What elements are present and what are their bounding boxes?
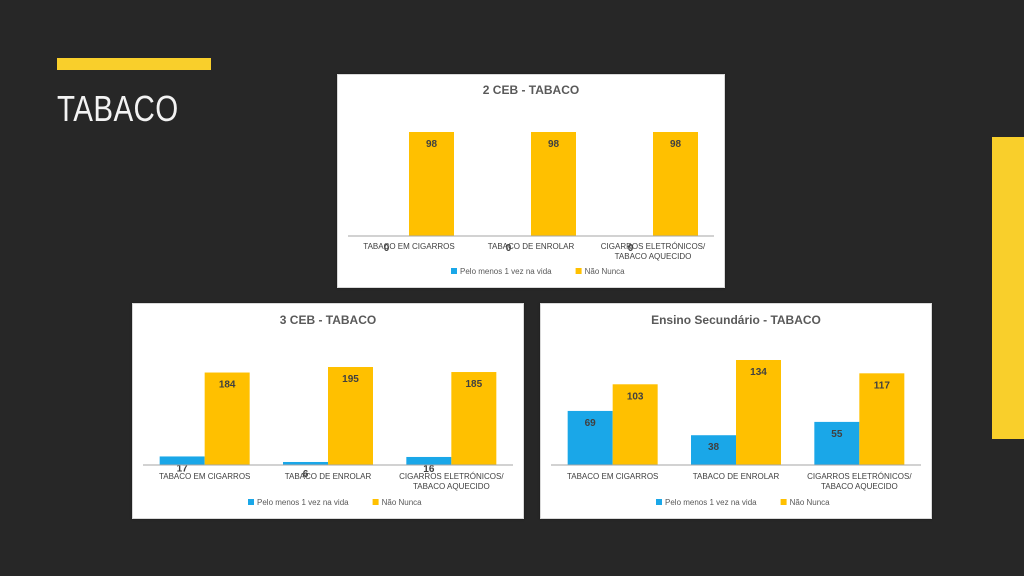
category-label: TABACO EM CIGARROS bbox=[567, 472, 658, 481]
data-label: 117 bbox=[874, 380, 891, 391]
data-label: 0 bbox=[384, 243, 390, 254]
category-label: CIGARROS ELETRÓNICOS/ bbox=[807, 472, 912, 481]
chart-2ceb-tabaco: 2 CEB - TABACO 0 98 TABACO EM CIGARROS 0 98 TA… bbox=[337, 74, 725, 288]
chart-secundario-tabaco: Ensino Secundário - TABACO 69 103 TABACO EM… bbox=[540, 303, 932, 519]
data-label: 98 bbox=[548, 139, 560, 150]
chart-svg: 3 CEB - TABACO 17 184 TABACO EM CIGARROS 6 19… bbox=[143, 313, 513, 507]
bar-nao-nunca bbox=[653, 132, 698, 236]
category-label: TABACO EM CIGARROS bbox=[363, 242, 454, 251]
chart-svg: Ensino Secundário - TABACO 69 103 TABACO EM… bbox=[551, 313, 921, 507]
category-label: TABACO DE ENROLAR bbox=[488, 242, 575, 251]
data-label: 16 bbox=[423, 464, 435, 475]
category-label: TABACO EM CIGARROS bbox=[159, 472, 250, 481]
chart-title: Ensino Secundário - TABACO bbox=[651, 313, 821, 327]
bar-pelo-menos bbox=[159, 456, 205, 465]
legend-swatch bbox=[248, 499, 254, 505]
data-label: 195 bbox=[342, 374, 359, 385]
legend-label: Não Nunca bbox=[382, 498, 423, 507]
side-accent-bar bbox=[992, 137, 1024, 439]
data-label: 98 bbox=[426, 139, 438, 150]
data-label: 103 bbox=[627, 391, 644, 402]
category-label: TABACO DE ENROLAR bbox=[285, 472, 372, 481]
legend-label: Pelo menos 1 vez na vida bbox=[460, 267, 552, 276]
bar-nao-nunca bbox=[409, 132, 454, 236]
legend-swatch bbox=[451, 268, 457, 274]
legend-swatch bbox=[372, 499, 379, 505]
data-label: 0 bbox=[628, 243, 634, 254]
legend-label: Pelo menos 1 vez na vida bbox=[665, 498, 757, 507]
category-label: CIGARROS ELETRÓNICOS/ bbox=[399, 472, 504, 481]
category-label: TABACO AQUECIDO bbox=[821, 482, 898, 491]
data-label: 98 bbox=[670, 139, 682, 150]
legend-label: Pelo menos 1 vez na vida bbox=[257, 498, 349, 507]
data-label: 69 bbox=[585, 418, 597, 429]
data-label: 55 bbox=[831, 429, 843, 440]
bar-pelo-menos bbox=[691, 435, 736, 465]
data-label: 6 bbox=[303, 469, 309, 480]
bar-nao-nunca bbox=[204, 372, 250, 465]
data-label: 134 bbox=[750, 367, 767, 378]
data-label: 38 bbox=[708, 442, 720, 453]
bar-nao-nunca bbox=[736, 360, 781, 465]
bar-nao-nunca bbox=[612, 384, 658, 465]
legend-swatch bbox=[575, 268, 582, 274]
legend-label: Não Nunca bbox=[585, 267, 626, 276]
bar-nao-nunca bbox=[531, 132, 576, 236]
data-label: 17 bbox=[177, 463, 189, 474]
title-accent-bar bbox=[57, 58, 211, 70]
bar-pelo-menos bbox=[283, 461, 328, 465]
bar-nao-nunca bbox=[328, 367, 373, 465]
legend-swatch bbox=[656, 499, 662, 505]
bar-pelo-menos bbox=[567, 410, 613, 465]
data-label: 0 bbox=[506, 243, 512, 254]
category-label: CIGARROS ELETRÓNICOS/ bbox=[601, 242, 706, 251]
category-label: TABACO DE ENROLAR bbox=[693, 472, 780, 481]
data-label: 185 bbox=[465, 379, 482, 390]
legend-label: Não Nunca bbox=[790, 498, 831, 507]
bar-nao-nunca bbox=[451, 372, 497, 465]
category-label: TABACO AQUECIDO bbox=[413, 482, 490, 491]
slide-title: TABACO bbox=[57, 88, 179, 129]
legend-swatch bbox=[780, 499, 787, 505]
data-label: 184 bbox=[219, 380, 236, 391]
bar-nao-nunca bbox=[859, 373, 905, 465]
chart-title: 2 CEB - TABACO bbox=[483, 83, 579, 97]
bar-pelo-menos bbox=[814, 421, 860, 465]
bar-pelo-menos bbox=[406, 456, 452, 465]
chart-title: 3 CEB - TABACO bbox=[280, 313, 376, 327]
category-label: TABACO AQUECIDO bbox=[615, 252, 692, 261]
chart-3ceb-tabaco: 3 CEB - TABACO 17 184 TABACO EM CIGARROS 6 19… bbox=[132, 303, 524, 519]
